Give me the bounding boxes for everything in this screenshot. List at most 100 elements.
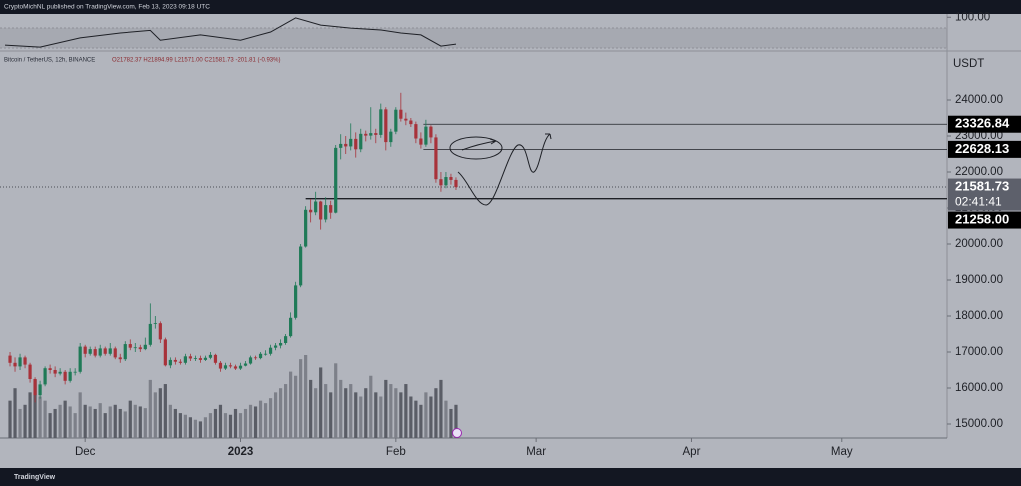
candle-body bbox=[304, 209, 308, 247]
volume-bar bbox=[163, 384, 167, 438]
candle-body bbox=[228, 365, 233, 367]
candle-body bbox=[168, 359, 172, 366]
volume-bar bbox=[198, 421, 203, 438]
volume-bar bbox=[379, 396, 383, 438]
candle-body bbox=[78, 346, 82, 372]
volume-bar bbox=[399, 392, 403, 438]
candle-body bbox=[339, 143, 343, 148]
candle-body bbox=[294, 285, 298, 318]
candle-body bbox=[444, 177, 448, 186]
volume-bar bbox=[278, 388, 283, 438]
candle-body bbox=[319, 201, 323, 220]
volume-bar bbox=[218, 404, 223, 438]
candle-body bbox=[314, 201, 318, 213]
y-tick-label: 15000.00 bbox=[955, 418, 1003, 430]
candle-body bbox=[198, 358, 203, 360]
candle-body bbox=[248, 357, 253, 364]
candle-body bbox=[18, 357, 22, 367]
volume-bar bbox=[258, 400, 263, 438]
candle-body bbox=[173, 359, 177, 362]
candle-body bbox=[253, 357, 258, 359]
candle-body bbox=[208, 354, 213, 358]
candle-body bbox=[23, 357, 27, 365]
candle-body bbox=[434, 137, 438, 180]
y-tick-label: 19000.00 bbox=[955, 274, 1003, 286]
volume-bar bbox=[208, 413, 213, 438]
volume-bar bbox=[173, 408, 177, 438]
volume-bar bbox=[449, 408, 453, 438]
candle-body bbox=[289, 317, 293, 337]
candle-body bbox=[344, 143, 348, 147]
volume-bar bbox=[133, 404, 137, 438]
candle-body bbox=[449, 177, 453, 180]
candle-body bbox=[113, 348, 117, 358]
y-tick-label: 17000.00 bbox=[955, 346, 1003, 358]
volume-bar bbox=[384, 379, 388, 438]
volume-bar bbox=[324, 384, 328, 438]
indicator-band bbox=[0, 28, 947, 48]
candle-body bbox=[138, 347, 142, 350]
candle-body bbox=[193, 358, 198, 359]
candle-body bbox=[68, 371, 72, 381]
volume-bar bbox=[118, 408, 122, 438]
y-tick-label: 24000.00 bbox=[955, 94, 1003, 106]
volume-bar bbox=[203, 417, 208, 438]
volume-bar bbox=[243, 408, 248, 438]
y-axis-label: USDT bbox=[953, 58, 984, 70]
price-box bbox=[948, 178, 1021, 211]
volume-bar bbox=[53, 408, 57, 438]
candle-body bbox=[268, 347, 273, 354]
candle-body bbox=[359, 133, 363, 150]
volume-bar bbox=[18, 408, 22, 438]
volume-bar bbox=[369, 375, 373, 438]
volume-bar bbox=[193, 419, 198, 438]
volume-bar bbox=[349, 384, 353, 438]
candle-body bbox=[329, 205, 333, 213]
volume-bar bbox=[289, 371, 293, 438]
candle-body bbox=[233, 366, 238, 369]
volume-bar bbox=[454, 404, 458, 438]
candle-body bbox=[379, 109, 383, 135]
volume-bar bbox=[394, 388, 398, 438]
x-tick-label: Mar bbox=[526, 446, 546, 458]
volume-bar bbox=[444, 400, 448, 438]
volume-bar bbox=[374, 392, 378, 438]
volume-bar bbox=[354, 392, 358, 438]
candle-body bbox=[108, 348, 112, 354]
volume-bar bbox=[329, 392, 333, 438]
candle-body bbox=[419, 138, 423, 145]
volume-bar bbox=[93, 408, 97, 438]
candle-body bbox=[133, 347, 137, 349]
ohlc-legend: O21782.37 H21894.99 L21571.00 C21581.73 … bbox=[112, 58, 280, 64]
volume-bar bbox=[359, 396, 363, 438]
candle-body bbox=[83, 346, 87, 354]
x-tick-label: 2023 bbox=[228, 446, 254, 458]
candle-body bbox=[354, 138, 358, 150]
volume-bar bbox=[364, 388, 368, 438]
candle-body bbox=[28, 364, 32, 379]
candle-body bbox=[389, 131, 393, 143]
volume-bar bbox=[68, 406, 72, 438]
volume-bar bbox=[183, 414, 187, 438]
volume-bar bbox=[213, 408, 218, 438]
candle-body bbox=[334, 147, 338, 213]
candle-body bbox=[243, 363, 248, 366]
volume-bar bbox=[78, 392, 82, 438]
volume-bar bbox=[268, 398, 273, 438]
volume-bar bbox=[238, 413, 243, 438]
candle-body bbox=[128, 344, 132, 348]
volume-bar bbox=[98, 403, 102, 438]
volume-bar bbox=[248, 404, 253, 438]
candle-body bbox=[369, 133, 373, 136]
candle-body bbox=[58, 371, 62, 374]
volume-bar bbox=[108, 406, 112, 438]
volume-bar bbox=[148, 379, 152, 438]
candle-body bbox=[118, 357, 122, 360]
x-tick-label: Feb bbox=[386, 446, 406, 458]
volume-bar bbox=[43, 400, 47, 438]
volume-bar bbox=[389, 384, 393, 438]
candle-body bbox=[309, 209, 313, 213]
candle-body bbox=[143, 344, 147, 350]
volume-bar bbox=[168, 404, 172, 438]
